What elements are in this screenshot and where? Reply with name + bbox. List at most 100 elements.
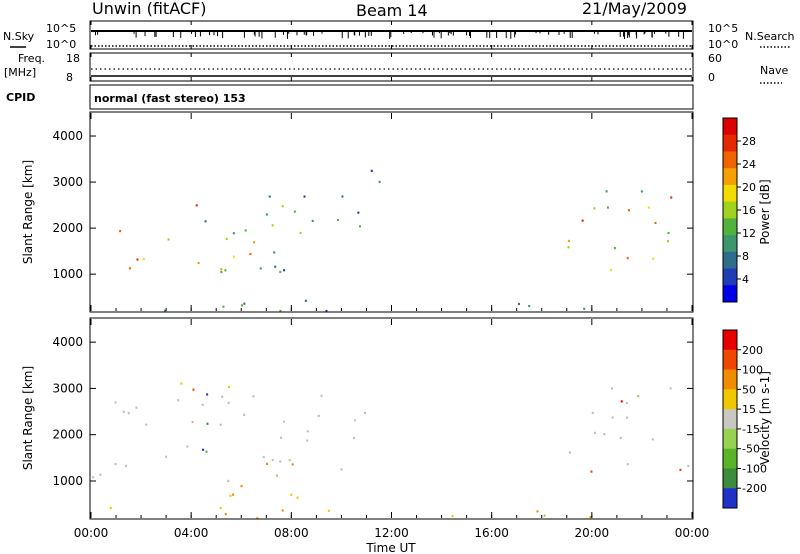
y-tick-label: 2000 bbox=[52, 428, 83, 442]
colorbar-tick-label: 16 bbox=[742, 204, 756, 217]
echo-cell bbox=[240, 304, 243, 307]
echo-cell bbox=[256, 517, 259, 520]
echo-cell bbox=[603, 433, 606, 436]
echo-cell bbox=[253, 241, 256, 244]
echo-cell bbox=[227, 401, 230, 404]
echo-cell bbox=[232, 255, 235, 258]
echo-cell bbox=[129, 267, 132, 270]
y-tick-label: 2000 bbox=[52, 221, 83, 235]
y-tick-label: 3000 bbox=[52, 175, 83, 189]
echo-cell bbox=[165, 455, 168, 458]
velocity-ylabel: Slant Range [km] bbox=[21, 366, 35, 470]
colorbar-tick-label: 12 bbox=[742, 227, 756, 240]
colorbar-swatch bbox=[723, 409, 737, 430]
echo-cell bbox=[303, 195, 306, 198]
colorbar-swatch bbox=[723, 428, 737, 450]
x-axis-label: Time UT bbox=[365, 541, 416, 554]
echo-cell bbox=[273, 251, 276, 254]
colorbar-swatch bbox=[723, 349, 737, 371]
echo-cell bbox=[283, 420, 286, 423]
x-tick-label: 16:00 bbox=[474, 526, 509, 540]
nsearch-label: N.Search bbox=[745, 30, 795, 43]
echo-cell bbox=[296, 496, 299, 499]
colorbar-tick-label: -100 bbox=[742, 462, 767, 475]
echo-cell bbox=[593, 431, 596, 434]
echo-cell bbox=[281, 509, 284, 512]
echo-cell bbox=[320, 394, 323, 397]
nsky-label: N.Sky bbox=[3, 30, 35, 43]
colorbar-tick-label: 50 bbox=[742, 383, 756, 396]
colorbar-tick-label: -15 bbox=[742, 423, 760, 436]
echo-cell bbox=[275, 474, 278, 477]
echo-cell bbox=[136, 258, 139, 261]
echo-cell bbox=[206, 393, 209, 396]
colorbar-tick-label: 200 bbox=[742, 344, 763, 357]
echo-cell bbox=[224, 269, 227, 272]
echo-cell bbox=[205, 450, 208, 453]
echo-cell bbox=[651, 438, 654, 441]
echo-cell bbox=[654, 221, 657, 225]
y-tick-label: 1000 bbox=[52, 474, 83, 488]
colorbar-swatch bbox=[723, 488, 737, 509]
cpid-label: CPID bbox=[6, 91, 35, 104]
echo-cell bbox=[341, 195, 344, 198]
echo-cell bbox=[167, 238, 170, 241]
echo-cell bbox=[92, 476, 95, 479]
power-panel-frame bbox=[89, 111, 694, 313]
echo-cell bbox=[271, 458, 274, 462]
echo-cell bbox=[581, 219, 584, 222]
echo-cell bbox=[687, 464, 690, 468]
echo-cell bbox=[206, 422, 209, 425]
echo-cell bbox=[229, 494, 232, 497]
echo-cell bbox=[180, 382, 183, 385]
echo-cell bbox=[317, 414, 320, 417]
echo-cell bbox=[249, 252, 252, 256]
echo-cell bbox=[252, 395, 255, 398]
echo-cell bbox=[325, 309, 328, 313]
echo-cell bbox=[528, 304, 531, 308]
colorbar-swatch bbox=[723, 134, 737, 152]
echo-cell bbox=[225, 237, 228, 241]
date-title: 21/May/2009 bbox=[582, 0, 687, 18]
x-tick-label: 00:00 bbox=[675, 526, 710, 540]
y-tick-label: 4000 bbox=[52, 129, 83, 143]
echo-cell bbox=[219, 423, 222, 426]
time-x-axis: 00:00 04:00 08:00 12:00 16:00 20:00 00:00 bbox=[74, 21, 710, 540]
echo-cell bbox=[620, 400, 623, 403]
echo-cell bbox=[227, 385, 230, 389]
echo-cell bbox=[591, 411, 594, 415]
nsky-trace bbox=[91, 30, 692, 47]
echo-cell bbox=[271, 224, 274, 227]
echo-cell bbox=[306, 439, 309, 442]
echo-cell bbox=[583, 307, 586, 310]
velocity-panel-frame bbox=[89, 317, 694, 520]
colorbar-swatch bbox=[723, 389, 737, 410]
echo-cell bbox=[293, 210, 296, 213]
echo-cell bbox=[378, 180, 381, 184]
echo-cell bbox=[127, 412, 130, 415]
echo-cell bbox=[142, 257, 145, 261]
colorbar-tick-label: 28 bbox=[742, 135, 756, 148]
colorbar-swatch bbox=[723, 448, 737, 469]
colorbar-tick-label: 8 bbox=[742, 250, 749, 263]
echo-cell bbox=[232, 232, 235, 235]
nave-tick-top: 60 bbox=[708, 52, 722, 65]
echo-cell bbox=[244, 229, 247, 232]
nave-tick-bottom: 0 bbox=[708, 71, 715, 84]
echo-cell bbox=[517, 302, 520, 306]
echo-cell bbox=[625, 401, 628, 404]
colorbar-swatch bbox=[723, 268, 737, 286]
nsearch-tick-top: 10^5 bbox=[708, 22, 738, 35]
colorbar-swatch bbox=[723, 285, 737, 303]
colorbar-frame bbox=[722, 329, 738, 509]
echo-cell bbox=[266, 462, 269, 466]
echo-cell bbox=[652, 257, 655, 260]
echo-cell bbox=[451, 514, 454, 518]
echo-cell bbox=[589, 516, 592, 519]
echo-cell bbox=[605, 190, 608, 193]
velocity-y-axis: 1000 2000 3000 4000 bbox=[52, 335, 693, 488]
echo-cell bbox=[177, 399, 180, 402]
echo-cell bbox=[590, 470, 593, 473]
echo-cell bbox=[666, 240, 669, 243]
freq-label: Freq. bbox=[18, 52, 45, 65]
